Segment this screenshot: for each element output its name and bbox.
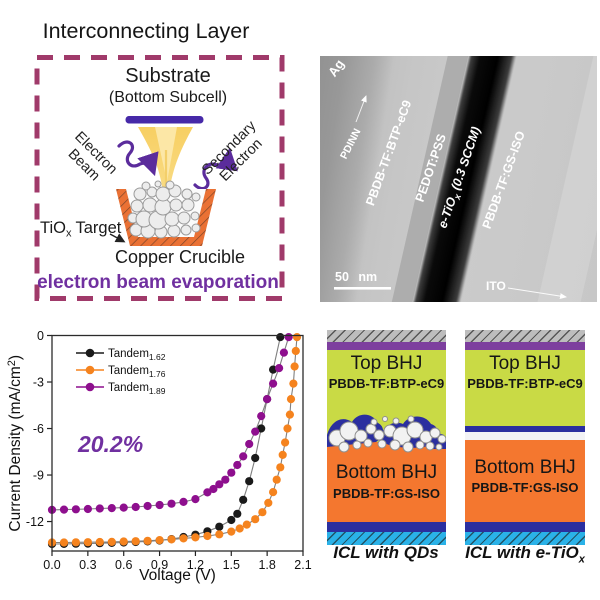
legend-item: Tandem1.62 xyxy=(76,348,166,362)
bottom-bhj-title: Bottom BHJ xyxy=(474,456,576,478)
top-bhj-material: PBDB-TF:BTP-eC9 xyxy=(467,376,583,392)
top-bhj-material: PBDB-TF:BTP-eC9 xyxy=(328,376,445,392)
substrate-label: Substrate xyxy=(125,65,211,87)
dashed-border xyxy=(34,55,285,301)
x-tick-label: 0.0 xyxy=(43,558,60,572)
efficiency-annotation: 20.2% xyxy=(77,431,143,457)
tem-annotations xyxy=(334,95,567,300)
pdinn-layer xyxy=(327,341,446,350)
x-tick-label: 0.9 xyxy=(151,558,168,572)
plot-border xyxy=(51,334,304,552)
tiox-target-label: TiOx Target xyxy=(40,219,122,240)
tem-label-ito: ITO xyxy=(486,279,506,293)
target-pointer-arrow xyxy=(109,233,126,243)
icl-blue-layer xyxy=(327,522,446,532)
y-tick-label: -3 xyxy=(33,375,44,389)
tiox-target-pellets xyxy=(127,180,201,239)
ito-layer xyxy=(465,532,585,545)
svg-text:Tandem1.62: Tandem1.62 xyxy=(108,348,166,362)
etiox-layer xyxy=(465,432,585,440)
ito-layer xyxy=(327,532,446,545)
top-bhj-title: Top BHJ xyxy=(489,352,561,374)
secondary-electron-arrow xyxy=(193,147,238,191)
stack-caption-etiox: ICL with e-TiOx xyxy=(465,543,585,566)
x-tick-label: 0.6 xyxy=(115,558,132,572)
svg-text:Tandem1.89: Tandem1.89 xyxy=(108,382,166,396)
copper-crucible xyxy=(116,180,216,246)
jv-chart: 0.0 0.3 0.6 0.9 1.2 1.5 1.8 2.1 0 -3 -6 -9 -12 Tandem… xyxy=(6,329,312,584)
bottom-bhj-material: PBDB-TF:GS-ISO xyxy=(333,485,440,501)
y-tick-label: -6 xyxy=(33,422,44,436)
top-electrode-layer xyxy=(327,330,446,342)
substrate-bar xyxy=(125,116,204,124)
y-tick-label: 0 xyxy=(37,329,44,343)
scale-bar-label: 50 nm xyxy=(335,270,378,284)
icl-blue-layer xyxy=(465,522,585,532)
svg-text:Tandem1.76: Tandem1.76 xyxy=(108,365,166,379)
bottom-bhj-material: PBDB-TF:GS-ISO xyxy=(471,480,579,496)
tem-image: Ag PDINN PBDB-TF:BTP-eC9 PEDOT:PSS e-TiO… xyxy=(320,56,597,302)
top-bhj-layer: Top BHJ PBDB-TF:BTP-eC9 xyxy=(327,349,446,442)
series-tandem-1.89 xyxy=(47,333,293,514)
x-tick-label: 1.5 xyxy=(223,558,240,572)
icl-blue-layer xyxy=(465,426,585,432)
y-tick-label: -12 xyxy=(26,515,44,529)
electron-beam-label: Electron Beam xyxy=(65,129,121,185)
series-tandem-1.76 xyxy=(47,333,302,547)
bottom-bhj-layer: Bottom BHJ PBDB-TF:GS-ISO xyxy=(327,442,446,522)
x-tick-label: 2.1 xyxy=(294,558,311,572)
substrate-sublabel: (Bottom Subcell) xyxy=(109,89,227,106)
scale-bar xyxy=(334,287,391,290)
crucible-label: Copper Crucible xyxy=(115,247,245,267)
evaporation-caption: electron beam evaporation xyxy=(37,272,279,293)
x-tick-label: 1.8 xyxy=(258,558,275,572)
pdinn-pointer-arrow xyxy=(355,95,367,123)
pdinn-layer xyxy=(465,341,585,350)
top-electrode-layer xyxy=(465,330,585,342)
x-tick-label: 1.2 xyxy=(187,558,204,572)
device-stack-qd: Top BHJ PBDB-TF:BTP-eC9 Bottom BHJ PBDB-… xyxy=(327,330,446,545)
stack-caption-qd: ICL with QDs xyxy=(333,543,439,562)
top-bhj-layer: Top BHJ PBDB-TF:BTP-eC9 xyxy=(465,349,585,426)
bottom-bhj-layer: Bottom BHJ PBDB-TF:GS-ISO xyxy=(465,439,585,522)
legend-item: Tandem1.89 xyxy=(76,382,166,396)
device-stack-etiox: Top BHJ PBDB-TF:BTP-eC9 Bottom BHJ PBDB-… xyxy=(465,330,585,545)
legend-item: Tandem1.76 xyxy=(76,365,166,379)
y-tick-label: -9 xyxy=(33,468,44,482)
x-tick-label: 0.3 xyxy=(79,558,96,572)
panel-title: Interconnecting Layer xyxy=(43,19,250,43)
ito-pointer-arrow xyxy=(507,287,567,300)
bottom-bhj-title: Bottom BHJ xyxy=(335,462,438,483)
icl-evaporation-diagram: Interconnecting Layer Substrate (Bottom … xyxy=(34,19,285,301)
y-axis-label: Current Density (mA/cm2) xyxy=(6,355,24,532)
secondary-electron-label: Secondary Electron xyxy=(199,118,266,185)
x-axis-label: Voltage (V) xyxy=(139,567,216,584)
electron-beam-arrow xyxy=(117,140,159,177)
top-bhj-title: Top BHJ xyxy=(350,352,423,374)
